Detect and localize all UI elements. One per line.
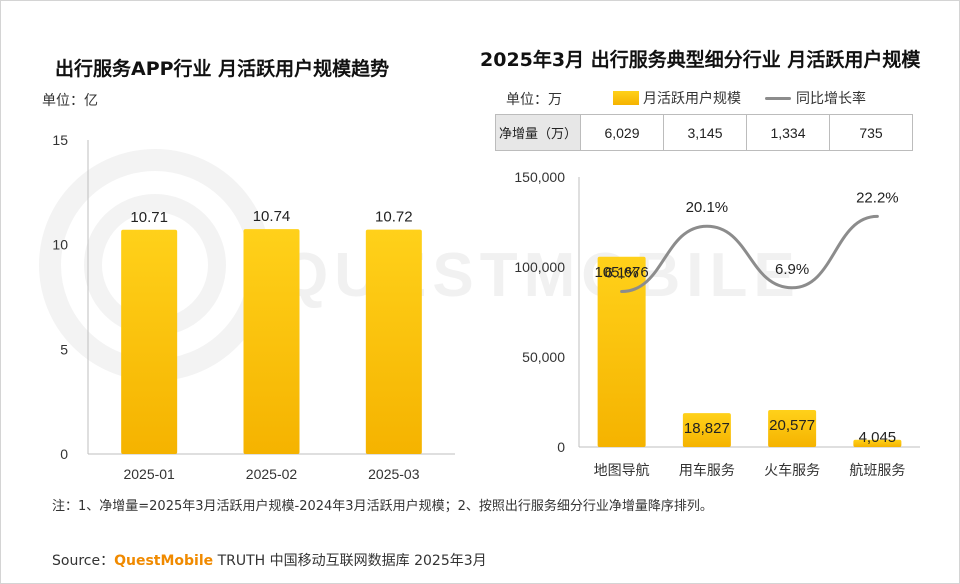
y-tick-label: 0 xyxy=(557,439,565,455)
source-suffix: TRUTH 中国移动互联网数据库 2025年3月 xyxy=(213,553,487,569)
growth-rate-label: 6.9% xyxy=(775,261,809,278)
y-tick-label: 15 xyxy=(52,132,68,148)
growth-rate-label: 20.1% xyxy=(686,199,729,216)
bar-value-label: 10.72 xyxy=(375,209,413,226)
net-increase-table: 净增量（万） 6,029 3,145 1,334 735 xyxy=(495,114,913,151)
growth-rate-line xyxy=(620,214,879,294)
legend-line-label: 同比增长率 xyxy=(796,91,866,107)
legend-bar-label: 月活跃用户规模 xyxy=(643,91,741,107)
source-prefix: Source： xyxy=(52,553,115,569)
bar-value-label: 20,577 xyxy=(769,417,815,434)
x-tick-label: 航班服务 xyxy=(849,462,905,478)
y-tick-label: 10 xyxy=(52,237,68,253)
x-tick-label: 地图导航 xyxy=(594,462,650,478)
bar-value-label: 18,827 xyxy=(684,420,730,437)
right-unit-label: 单位：万 xyxy=(506,92,562,108)
bar xyxy=(365,229,422,454)
bar-value-label: 4,045 xyxy=(859,429,897,446)
bar-value-label: 10.71 xyxy=(130,209,168,226)
x-tick-label: 火车服务 xyxy=(764,462,820,478)
net-increase-value: 1,334 xyxy=(746,114,830,151)
net-increase-value: 735 xyxy=(829,114,913,151)
y-tick-label: 150,000 xyxy=(514,169,565,185)
legend-bar-swatch xyxy=(613,91,639,105)
right-combo-chart: 0 50,000 100,000 150,000 105,676 地图导航 18,827 用车… xyxy=(514,169,920,478)
bar-value-label: 10.74 xyxy=(253,208,291,225)
net-increase-header: 净增量（万） xyxy=(495,114,581,151)
bar xyxy=(243,229,300,454)
y-tick-label: 0 xyxy=(60,446,68,462)
bar xyxy=(121,229,178,454)
net-increase-row: 净增量（万） 6,029 3,145 1,334 735 xyxy=(495,114,913,151)
x-tick-label: 用车服务 xyxy=(679,462,735,478)
bar xyxy=(682,413,731,447)
legend-line-swatch xyxy=(765,96,791,100)
right-chart-title: 2025年3月 出行服务典型细分行业 月活跃用户规模 xyxy=(480,49,921,71)
growth-rate-label: 6.1% xyxy=(605,265,639,282)
bar xyxy=(853,439,902,447)
bar xyxy=(597,256,646,447)
source-brand: QuestMobile xyxy=(114,553,214,569)
growth-rate-label: 22.2% xyxy=(856,189,899,206)
right-chart-legend: 月活跃用户规模 同比增长率 xyxy=(613,88,866,108)
y-tick-label: 50,000 xyxy=(522,349,565,365)
x-tick-label: 2025-02 xyxy=(246,466,298,482)
footnote: 注：1、净增量=2025年3月活跃用户规模-2024年3月活跃用户规模；2、按照… xyxy=(52,499,713,514)
y-tick-label: 100,000 xyxy=(514,259,565,275)
left-bar-chart: 0 5 10 15 10.71 2025-01 10.74 2025-02 10.72 2025-… xyxy=(52,132,455,482)
net-increase-value: 3,145 xyxy=(663,114,747,151)
net-increase-value: 6,029 xyxy=(580,114,664,151)
x-tick-label: 2025-01 xyxy=(123,466,175,482)
y-tick-label: 5 xyxy=(60,341,68,357)
source-line: Source：QuestMobile TRUTH 中国移动互联网数据库 2025… xyxy=(52,550,487,570)
bar xyxy=(768,409,817,447)
watermark-text: QUESTMOBILE xyxy=(280,241,801,310)
left-unit-label: 单位：亿 xyxy=(42,93,98,109)
x-tick-label: 2025-03 xyxy=(368,466,420,482)
bar-value-label: 105,676 xyxy=(595,264,649,281)
left-chart-title: 出行服务APP行业 月活跃用户规模趋势 xyxy=(55,58,390,80)
